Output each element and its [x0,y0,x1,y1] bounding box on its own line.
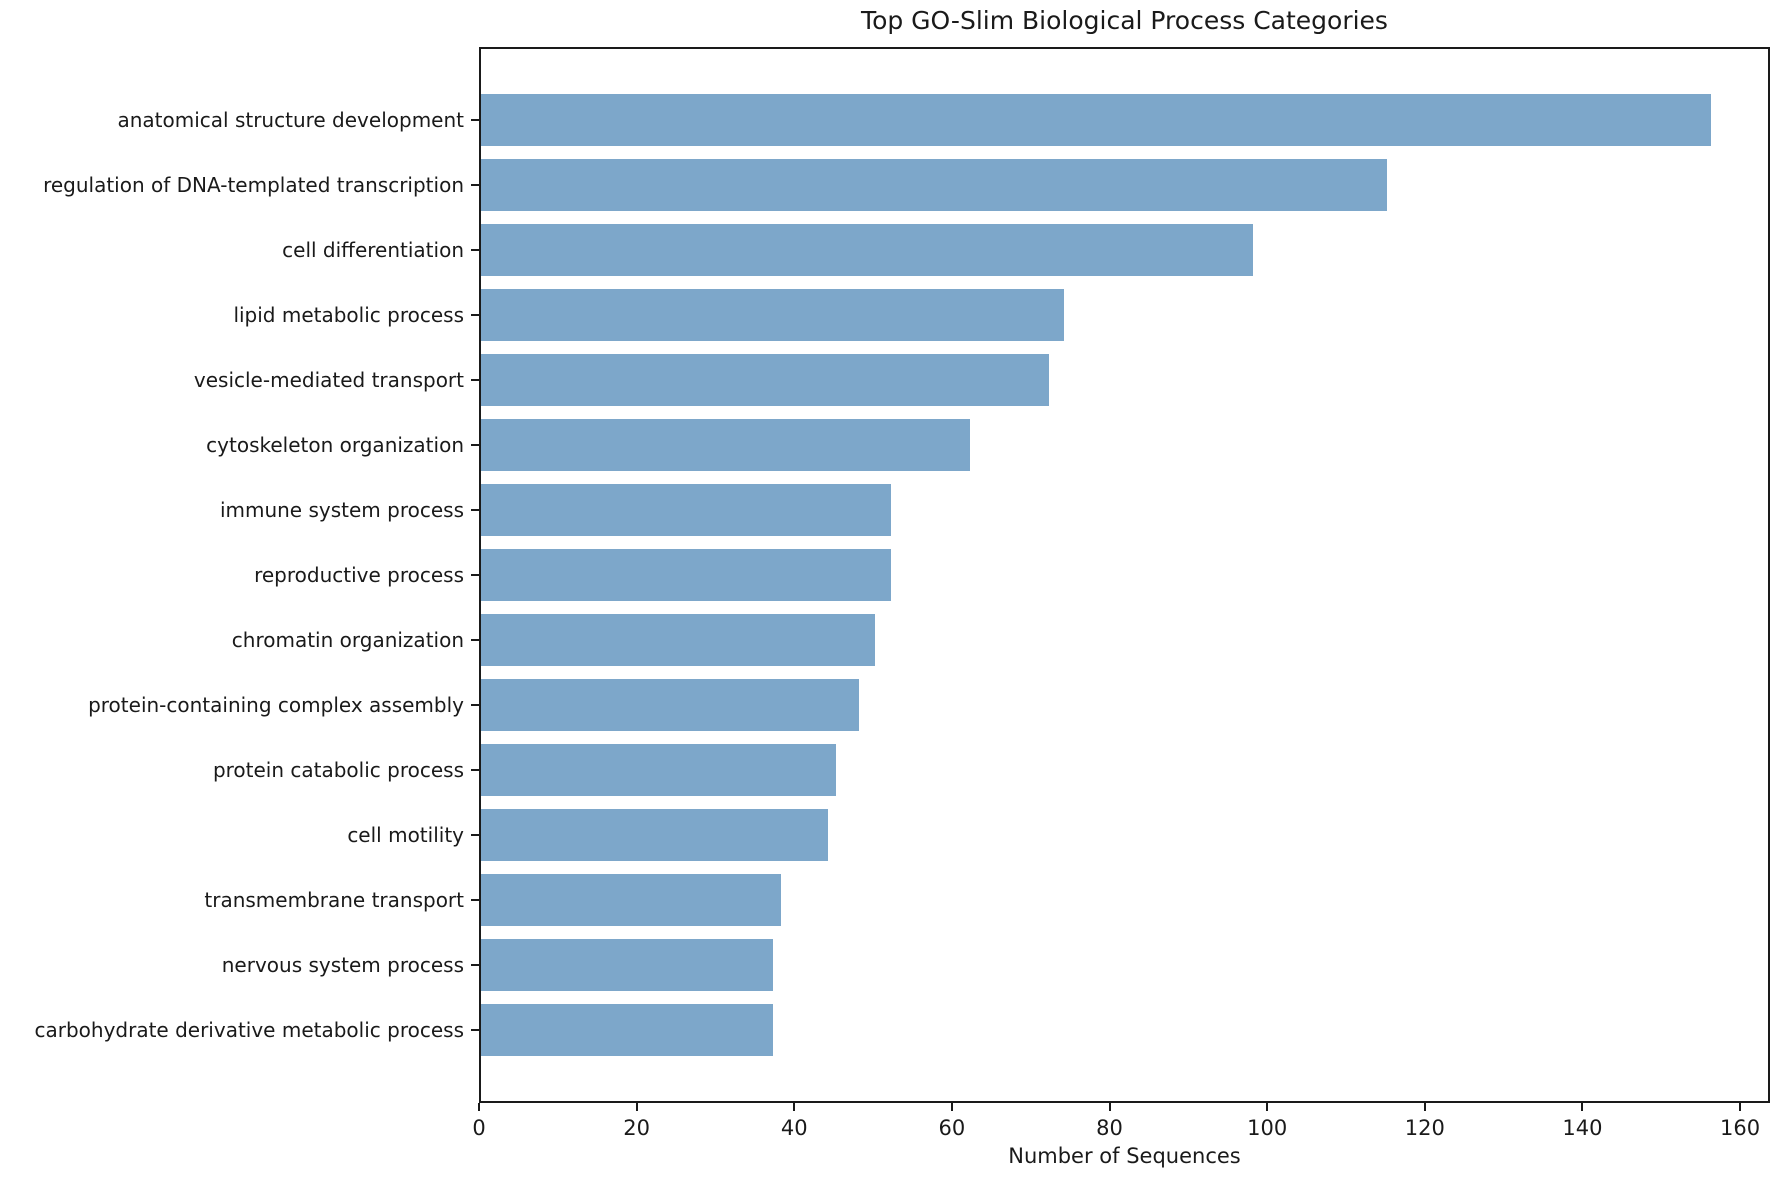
x-tick-mark [793,1103,796,1111]
y-tick-label: vesicle-mediated transport [193,368,464,392]
y-tick-label: nervous system process [221,953,464,977]
bar [481,159,1388,211]
y-tick-mark [471,964,479,966]
x-tick-mark [950,1103,953,1111]
bar [481,939,773,991]
x-tick-label: 20 [623,1116,650,1140]
x-tick-label: 80 [1096,1116,1123,1140]
y-tick-label: transmembrane transport [204,888,464,912]
bar [481,744,836,796]
bar [481,874,781,926]
y-tick-mark [471,119,479,121]
y-tick-mark [471,639,479,641]
x-tick-mark [1266,1103,1269,1111]
y-tick-mark [471,769,479,771]
x-tick-mark [1739,1103,1742,1111]
bar [481,614,876,666]
bar [481,94,1711,146]
y-tick-mark [471,574,479,576]
y-tick-mark [471,314,479,316]
x-tick-mark [1108,1103,1111,1111]
y-tick-label: cytoskeleton organization [206,433,464,457]
y-tick-label: carbohydrate derivative metabolic proces… [34,1018,464,1042]
x-axis-title: Number of Sequences [1008,1144,1241,1168]
bar [481,809,828,861]
y-tick-label: chromatin organization [231,628,464,652]
x-tick-label: 120 [1404,1116,1445,1140]
x-tick-label: 60 [938,1116,966,1140]
y-tick-label: protein catabolic process [212,758,464,782]
x-tick-mark [1423,1103,1426,1111]
y-tick-label: cell differentiation [282,238,464,262]
y-tick-label: immune system process [219,498,464,522]
chart-title: Top GO-Slim Biological Process Categorie… [861,6,1388,35]
y-tick-mark [471,704,479,706]
y-tick-label: protein-containing complex assembly [88,693,464,717]
y-tick-mark [471,444,479,446]
y-tick-mark [471,834,479,836]
y-tick-label: reproductive process [254,563,464,587]
bar [481,289,1065,341]
y-tick-mark [471,249,479,251]
x-tick-label: 140 [1562,1116,1603,1140]
y-tick-mark [471,509,479,511]
bar [481,679,860,731]
x-tick-label: 40 [780,1116,808,1140]
y-tick-mark [471,1029,479,1031]
x-tick-mark [478,1103,480,1111]
bar [481,549,891,601]
y-tick-label: cell motility [347,823,464,847]
plot-area [479,47,1770,1103]
y-tick-mark [471,184,479,186]
x-tick-mark [635,1103,638,1111]
x-tick-label: 100 [1247,1116,1288,1140]
bar [481,354,1049,406]
y-tick-mark [471,899,479,901]
x-tick-label: 160 [1720,1116,1761,1140]
bar [481,419,970,471]
y-tick-label: regulation of DNA-templated transcriptio… [43,173,464,197]
y-tick-mark [471,379,479,381]
y-tick-label: anatomical structure development [117,108,464,132]
bar [481,224,1254,276]
bar [481,484,891,536]
y-tick-label: lipid metabolic process [233,303,464,327]
x-tick-label: 0 [472,1116,486,1140]
x-tick-mark [1581,1103,1584,1111]
bar [481,1004,773,1056]
